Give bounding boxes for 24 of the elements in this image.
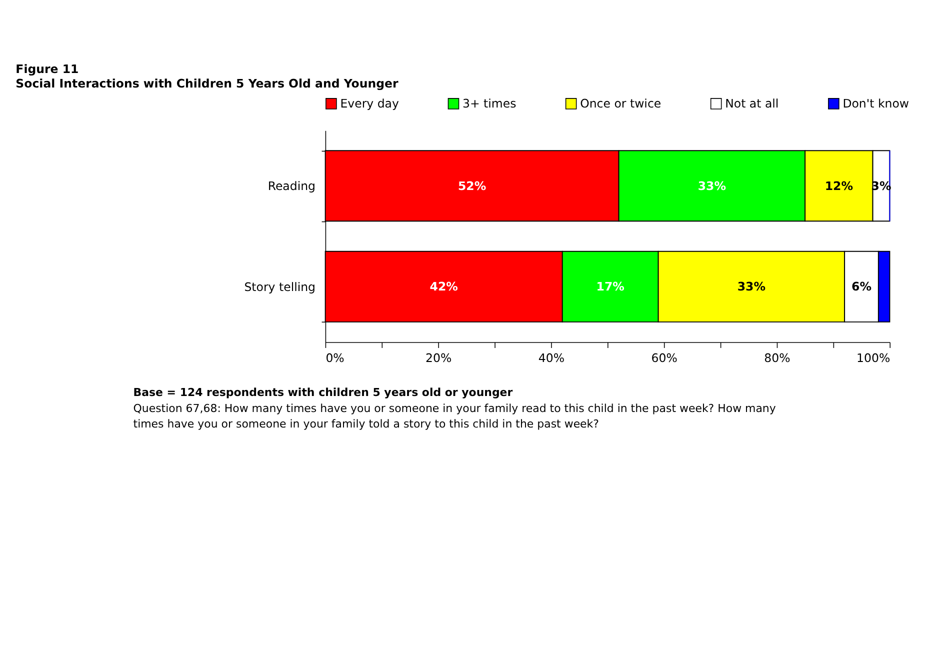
x-tick-label: 40%	[538, 351, 565, 366]
legend-label: Don't know	[842, 96, 910, 111]
legend-label: Every day	[340, 96, 399, 111]
x-tick-label: 0%	[326, 351, 344, 366]
legend-label: Once or twice	[580, 96, 662, 111]
x-tick-label: 20%	[426, 351, 452, 366]
data-label: 52%	[458, 178, 486, 193]
data-label: 33%	[737, 280, 766, 294]
data-label: 6%	[852, 280, 872, 294]
data-label: 33%	[698, 178, 726, 193]
data-label: 42%	[430, 280, 458, 294]
text: Figure 11	[16, 62, 79, 76]
text: Base = 124 respondents with children 5 years old or younger	[133, 386, 514, 400]
x-tick-label: 80%	[764, 351, 790, 366]
legend-label: 3+ times	[462, 96, 516, 111]
legend-label: Not at all	[725, 96, 779, 111]
x-tick-label: 100%	[856, 351, 890, 366]
text: Question 67,68: How many times have you or someone in your family read to this child in the past week? How many times have you or someone in your family told a story to this child in the past week?	[133, 402, 776, 431]
data-label: 17%	[596, 280, 625, 294]
x-tick-label: 60%	[651, 351, 678, 366]
y-tick-label: Story telling	[244, 280, 316, 294]
data-label: 12%	[824, 178, 854, 193]
text: Social Interactions with Children 5 Years Old and Younger	[16, 76, 398, 90]
y-tick-label: Reading	[268, 179, 316, 194]
